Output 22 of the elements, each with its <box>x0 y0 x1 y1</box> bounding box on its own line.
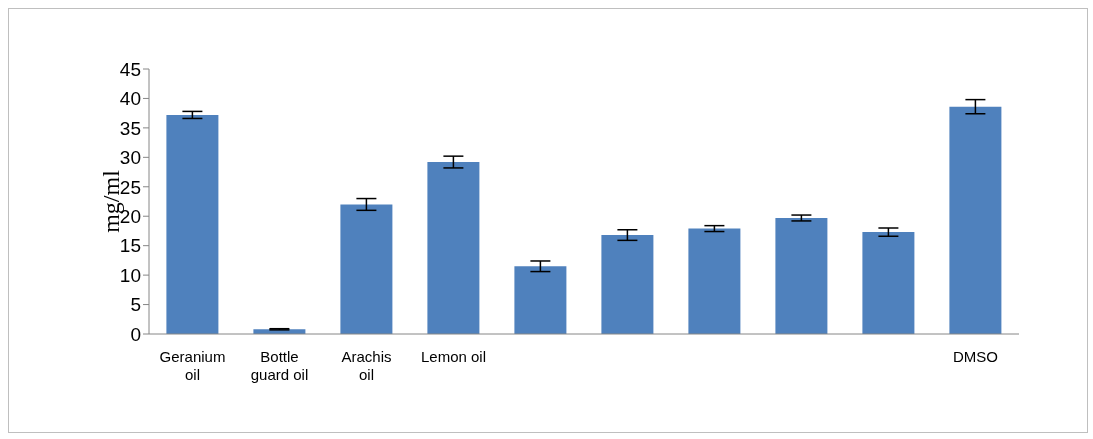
bar <box>514 266 567 334</box>
y-tick-label: 30 <box>119 147 141 169</box>
bar <box>166 114 219 334</box>
x-tick-label: Bottle guard oil <box>250 347 309 383</box>
bar <box>601 235 654 334</box>
y-tick-label: 15 <box>119 235 141 257</box>
bar <box>427 162 480 334</box>
y-tick-label: 45 <box>119 58 141 80</box>
x-tick-label: Arachis oil <box>341 347 392 383</box>
bar <box>340 204 393 334</box>
x-tick-label: Geranium oil <box>159 347 226 383</box>
x-tick-label: Lemon oil <box>420 347 487 365</box>
bar <box>862 232 915 334</box>
y-tick-label: 0 <box>130 323 141 345</box>
bar <box>949 106 1002 334</box>
bar <box>775 217 828 334</box>
y-tick-label: 10 <box>119 264 141 286</box>
y-tick-label: 35 <box>119 117 141 139</box>
y-tick-label: 40 <box>119 88 141 110</box>
y-tick-label: 5 <box>130 294 141 316</box>
bar <box>688 228 741 334</box>
x-tick-label: DMSO <box>953 347 998 365</box>
